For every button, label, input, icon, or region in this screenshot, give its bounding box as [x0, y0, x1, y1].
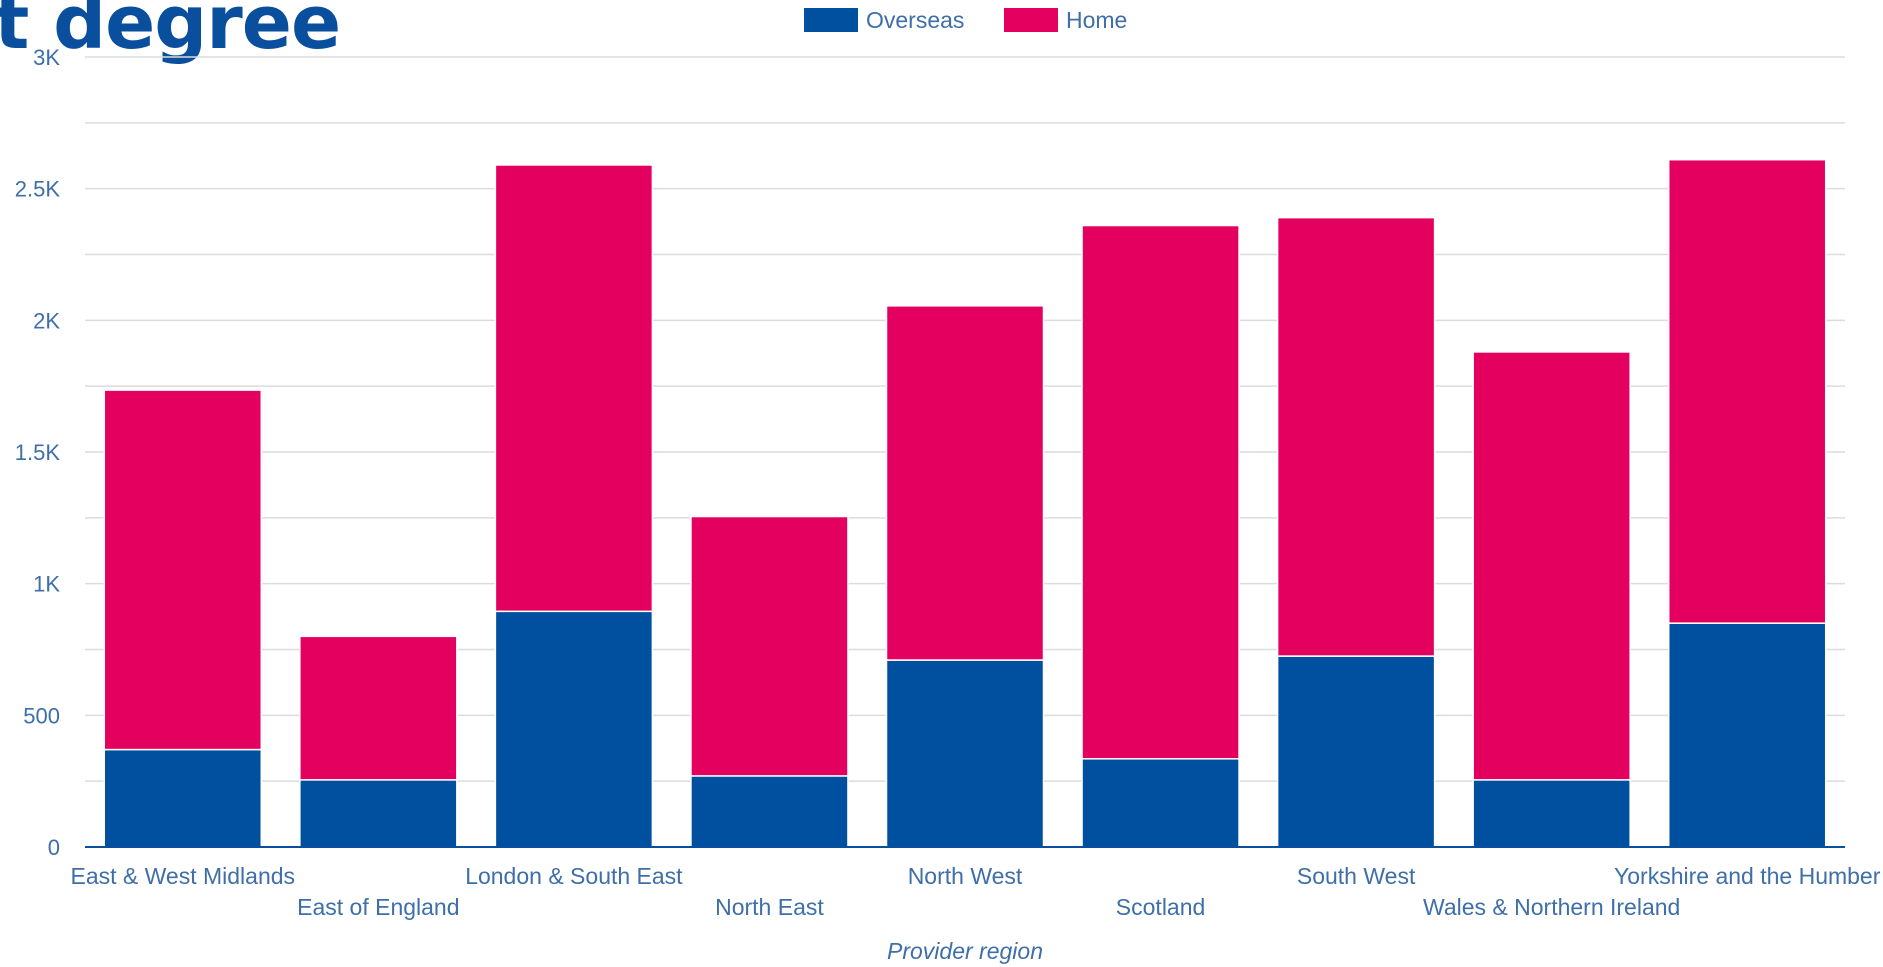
bar-home-5 — [885, 305, 1045, 661]
bar-overseas-2 — [299, 779, 458, 848]
x-tick-label: East & West Midlands — [70, 863, 295, 889]
legend-swatch-overseas — [804, 8, 858, 32]
x-tick-label: London & South East — [465, 863, 683, 889]
y-tick-label: 1K — [33, 572, 60, 597]
bar-overseas-6 — [1081, 758, 1240, 848]
bar-home-7 — [1276, 216, 1436, 657]
y-tick-label: 1.5K — [15, 440, 61, 465]
bar-overseas-5 — [885, 659, 1045, 848]
y-tick-label: 2K — [33, 308, 60, 333]
bars — [103, 158, 1827, 848]
bar-overseas-7 — [1276, 655, 1436, 848]
bar-overseas-9 — [1667, 622, 1827, 848]
x-tick-label: Yorkshire and the Humber — [1614, 863, 1881, 889]
legend-label-overseas: Overseas — [866, 7, 964, 33]
legend-swatch-home — [1004, 8, 1058, 32]
bar-overseas-4 — [690, 775, 849, 848]
bar-overseas-3 — [494, 610, 654, 848]
bar-home-6 — [1081, 224, 1240, 760]
x-tick-label: East of England — [297, 894, 459, 920]
legend: Overseas Home — [804, 7, 1127, 33]
y-tick-label: 3K — [33, 45, 60, 70]
legend-label-home: Home — [1066, 7, 1127, 33]
x-tick-label: South West — [1297, 863, 1416, 889]
y-tick-label: 2.5K — [15, 177, 61, 202]
y-tick-label: 0 — [48, 835, 60, 860]
bar-overseas-1 — [103, 748, 263, 848]
bar-home-3 — [494, 164, 654, 613]
x-axis-title: Provider region — [887, 938, 1043, 964]
bar-overseas-8 — [1472, 779, 1631, 848]
bar-home-2 — [299, 635, 458, 781]
page-title-fragment: t degree — [0, 0, 341, 66]
x-tick-label: North West — [908, 863, 1023, 889]
x-tick-label: Scotland — [1116, 894, 1206, 920]
y-tick-label: 500 — [23, 703, 60, 728]
bar-home-9 — [1667, 158, 1827, 624]
bar-home-8 — [1472, 351, 1631, 781]
y-axis-tick-labels: 0 500 1K 1.5K 2K 2.5K 3K — [15, 45, 61, 860]
bar-home-4 — [690, 515, 849, 777]
x-tick-label: North East — [715, 894, 824, 920]
x-tick-label: Wales & Northern Ireland — [1423, 894, 1680, 920]
bar-home-1 — [103, 389, 263, 751]
